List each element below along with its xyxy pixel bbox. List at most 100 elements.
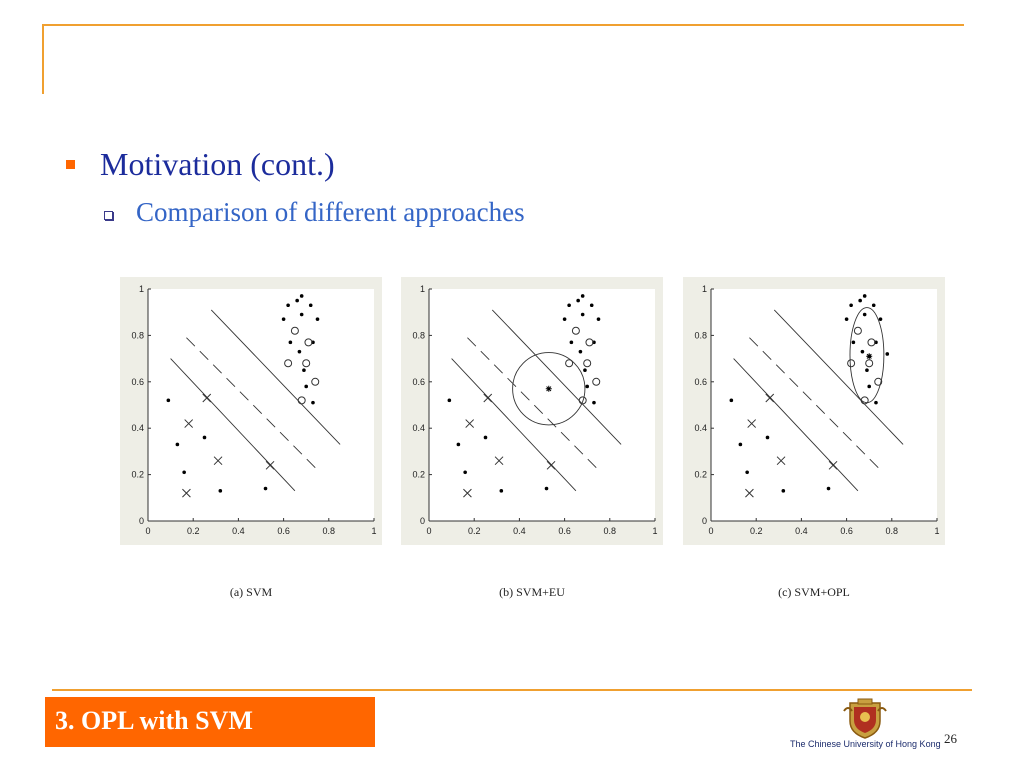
dot-point	[315, 317, 320, 321]
x-tick-label: 0	[426, 526, 431, 536]
dot-point	[851, 340, 856, 345]
dot-point	[302, 368, 306, 372]
dot-point	[765, 435, 770, 440]
dot-point	[569, 340, 574, 345]
dot-point	[826, 486, 831, 491]
dot-point	[299, 312, 304, 317]
section-title: 3. OPL with SVM	[55, 706, 253, 735]
dot-point	[562, 317, 567, 321]
dot-point	[576, 298, 580, 303]
circle-point	[592, 377, 601, 386]
y-tick-label: 0.2	[412, 470, 425, 480]
cross-point	[182, 488, 191, 498]
dot-point	[858, 298, 862, 303]
dot-point	[299, 294, 304, 298]
slide-heading: Motivation (cont.)	[100, 146, 335, 182]
y-tick-label: 0.6	[131, 377, 144, 387]
page-number: 26	[944, 731, 957, 746]
x-tick-label: 0.2	[187, 526, 200, 536]
dot-point	[589, 303, 594, 308]
university-name: The Chinese University of Hong Kong	[790, 739, 941, 749]
x-tick-label: 0.4	[232, 526, 245, 536]
left-frame-line	[42, 24, 44, 94]
circle-point	[874, 377, 883, 386]
y-tick-label: 0	[702, 516, 707, 526]
dot-point	[288, 340, 293, 345]
circle-point	[847, 359, 856, 368]
x-tick-label: 0.8	[604, 526, 617, 536]
cross-point	[765, 393, 775, 403]
star-point	[545, 385, 552, 392]
dot-point	[585, 384, 589, 389]
circle-point	[853, 326, 862, 335]
y-tick-label: 1	[139, 284, 144, 294]
dot-point	[729, 398, 734, 403]
y-tick-label: 0.4	[694, 423, 707, 433]
cross-point	[776, 456, 786, 466]
decision-boundary-line	[467, 337, 599, 471]
square-bullet-icon	[66, 160, 75, 169]
dot-point	[885, 352, 890, 356]
caption-a: (a) SVM	[229, 585, 273, 599]
dot-point	[580, 294, 585, 298]
margin-line	[773, 309, 904, 445]
dot-point	[865, 368, 869, 372]
y-tick-label: 0	[139, 516, 144, 526]
dot-point	[175, 442, 180, 447]
cross-point	[494, 456, 504, 466]
dot-point	[867, 384, 871, 389]
circle-point	[867, 338, 876, 347]
dot-point	[202, 435, 207, 440]
circle-point	[297, 396, 306, 405]
circle-point	[860, 396, 869, 405]
dot-point	[218, 489, 223, 493]
dot-point	[295, 298, 299, 303]
cross-point	[745, 488, 754, 498]
caption-c: (c) SVM+OPL	[778, 585, 850, 599]
plot-a-svg: 0 0.2 0.4 0.6 0.8 1 0 0.2 0.4 0.6 0.8 1	[131, 284, 376, 536]
y-tick-label: 0.6	[412, 377, 425, 387]
decision-boundary-line	[186, 337, 318, 471]
y-tick-label: 0.8	[131, 330, 144, 340]
x-tick-label: 0.6	[277, 526, 290, 536]
dot-point	[580, 312, 585, 317]
y-tick-label: 0.4	[412, 423, 425, 433]
dot-point	[499, 489, 504, 493]
x-tick-label: 1	[934, 526, 939, 536]
x-tick-label: 0.8	[323, 526, 336, 536]
dot-point	[592, 400, 596, 405]
dot-point	[781, 489, 786, 493]
x-tick-label: 0.8	[886, 526, 899, 536]
circle-point	[290, 326, 299, 335]
caption-b: (b) SVM+EU	[499, 585, 565, 599]
dot-point	[483, 435, 488, 440]
y-tick-label: 0.2	[694, 470, 707, 480]
dot-point	[304, 384, 308, 389]
hollow-square-bullet-icon	[104, 211, 113, 220]
dot-point	[583, 368, 587, 372]
x-tick-label: 1	[652, 526, 657, 536]
plot-c: 0 0.2 0.4 0.6 0.8 1 0 0.2 0.4 0.6 0.8 1	[683, 277, 945, 545]
circle-point	[284, 359, 293, 368]
x-tick-label: 0.6	[840, 526, 853, 536]
dot-point	[860, 349, 865, 354]
circle-point	[311, 377, 320, 386]
circle-point	[565, 359, 574, 368]
plot-c-svg: 0 0.2 0.4 0.6 0.8 1 0 0.2 0.4 0.6 0.8 1	[694, 284, 939, 536]
x-tick-label: 0.2	[468, 526, 481, 536]
cross-point	[546, 460, 556, 470]
y-tick-label: 0.2	[131, 470, 144, 480]
dot-point	[263, 486, 268, 491]
plot-area	[148, 289, 374, 521]
dot-point	[297, 349, 302, 354]
dot-point	[286, 303, 290, 308]
cross-point	[828, 460, 838, 470]
plot-area	[711, 289, 937, 521]
dot-point	[166, 398, 171, 403]
x-tick-label: 0.6	[558, 526, 571, 536]
cross-point	[213, 456, 223, 466]
dot-point	[844, 317, 849, 321]
dot-point	[447, 398, 452, 403]
x-tick-label: 0.4	[513, 526, 526, 536]
dot-point	[862, 312, 867, 317]
